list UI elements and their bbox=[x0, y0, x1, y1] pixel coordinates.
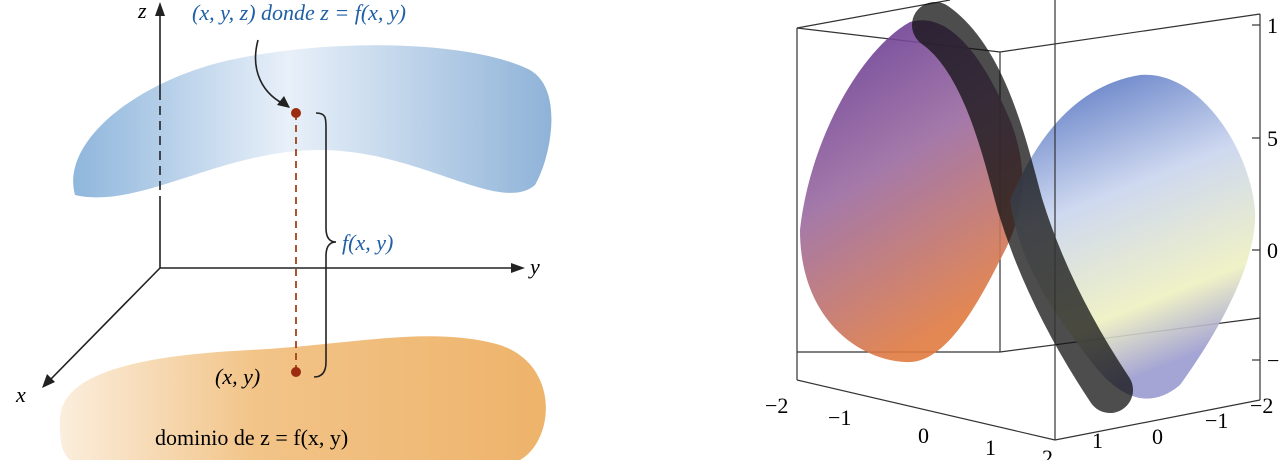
tick-label: 1 bbox=[1267, 13, 1278, 38]
tick-label: 0 bbox=[1267, 238, 1278, 263]
surface-ridge bbox=[912, 2, 1133, 413]
surface-blob bbox=[73, 45, 552, 198]
axes bbox=[47, 10, 515, 383]
tick-label: 0 bbox=[1152, 424, 1163, 449]
axis-label: y bbox=[528, 254, 540, 279]
axis-arrows bbox=[42, 2, 525, 388]
domain-blob bbox=[60, 336, 546, 460]
brace bbox=[313, 112, 337, 378]
left-figure: z y x (x, y, z) donde z = f(x, y) f(x, y… bbox=[15, 0, 552, 460]
box-front bbox=[796, 0, 1261, 441]
point-label: (x, y, z) donde z = f(x, y) bbox=[192, 0, 406, 25]
tick-label: −2 bbox=[765, 393, 788, 418]
pointer-head bbox=[277, 96, 290, 108]
tick-label: −1 bbox=[828, 405, 851, 430]
base-point-label: (x, y) bbox=[215, 364, 260, 389]
tick-label: 1 bbox=[1092, 428, 1103, 453]
tick-label: −1 bbox=[1205, 408, 1228, 433]
right-figure bbox=[796, 0, 1261, 441]
height-label: f(x, y) bbox=[342, 230, 393, 255]
domain-label: dominio de z = f(x, y) bbox=[155, 425, 348, 450]
tick-label: 2 bbox=[1042, 445, 1053, 460]
axis-label: x bbox=[15, 382, 26, 407]
surface-point bbox=[291, 108, 301, 118]
tick-label: −2 bbox=[1250, 393, 1273, 418]
axis-label: z bbox=[137, 0, 147, 23]
tick-label: 1 bbox=[985, 435, 996, 460]
tick-label: 5 bbox=[1267, 126, 1278, 151]
tick-label: − bbox=[1267, 348, 1279, 373]
domain-point bbox=[291, 367, 301, 377]
tick-label: 0 bbox=[918, 423, 929, 448]
